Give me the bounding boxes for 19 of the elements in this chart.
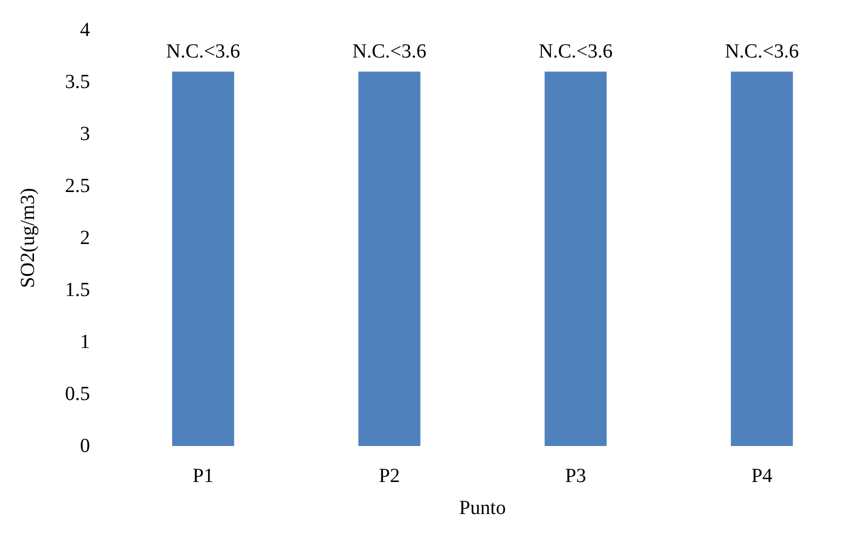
x-tick-label: P3 xyxy=(565,465,586,487)
y-tick-label: 1 xyxy=(80,331,90,353)
data-label: N.C.<3.6 xyxy=(352,40,426,63)
x-tick-label: P4 xyxy=(751,465,772,487)
y-tick-label: 3.5 xyxy=(65,71,90,93)
data-label: N.C.<3.6 xyxy=(166,40,240,63)
y-tick-label: 3 xyxy=(80,123,90,145)
y-tick-label: 1.5 xyxy=(65,279,90,301)
y-tick-label: 0.5 xyxy=(65,383,90,405)
y-tick-label: 2 xyxy=(80,227,90,249)
y-tick-label: 2.5 xyxy=(65,175,90,197)
x-axis-title: Punto xyxy=(459,497,506,519)
y-axis-title: SO2(ug/m3) xyxy=(17,188,39,288)
data-label: N.C.<3.6 xyxy=(724,40,799,63)
y-tick-label: 4 xyxy=(80,19,90,41)
x-tick-label: P2 xyxy=(378,465,400,487)
y-tick-label: 0 xyxy=(80,435,90,457)
data-label: N.C.<3.6 xyxy=(538,40,613,63)
x-tick-label: P1 xyxy=(192,465,214,487)
